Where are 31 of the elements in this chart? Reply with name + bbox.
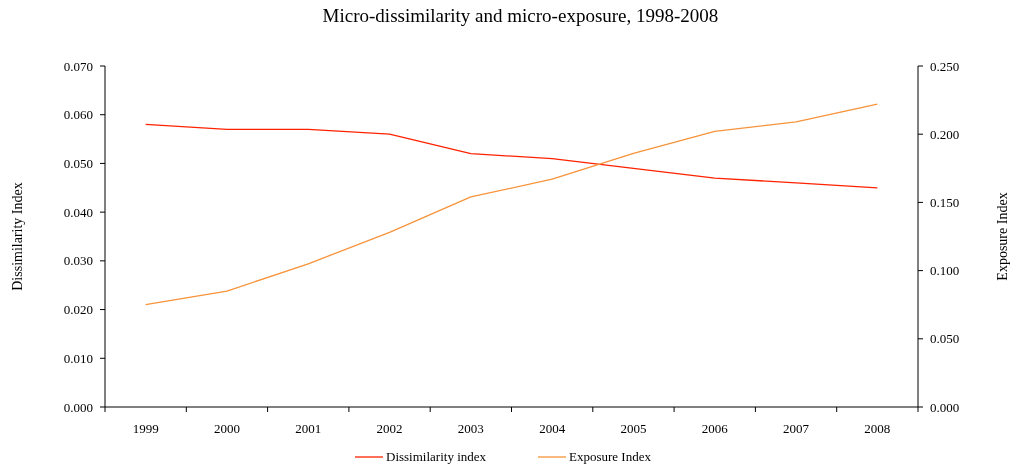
y2-tick-label: 0.150 (930, 194, 960, 210)
y2-tick-label: 0.000 (930, 399, 960, 415)
y-tick-label: 0.030 (63, 253, 93, 269)
legend-label: Dissimilarity index (386, 449, 487, 464)
x-tick-label: 2005 (620, 421, 647, 436)
y-tick-label: 0.010 (63, 350, 93, 366)
y2-tick-label: 0.100 (930, 263, 960, 279)
x-tick-label: 2001 (295, 421, 322, 436)
x-tick-label: 2000 (213, 421, 240, 436)
x-tick-label: 2003 (457, 421, 484, 436)
y2-tick-label: 0.200 (930, 126, 960, 142)
x-tick-label: 1999 (132, 421, 159, 436)
line-series (145, 123, 878, 189)
line-series (145, 103, 878, 306)
y-tick-label: 0.020 (63, 302, 93, 318)
y-tick-label: 0.060 (63, 107, 93, 123)
x-tick-label: 2006 (701, 421, 729, 436)
x-tick-label: 2007 (783, 421, 810, 436)
y2-axis-title: Exposure Index (995, 192, 1010, 281)
y-tick-label: 0.000 (63, 399, 93, 415)
x-tick-label: 2004 (539, 421, 566, 436)
x-tick-label: 2008 (864, 421, 891, 436)
y2-tick-label: 0.250 (930, 58, 960, 74)
y-tick-label: 0.040 (63, 204, 93, 220)
y-tick-label: 0.050 (63, 155, 93, 171)
y-axis-title: Dissimilarity Index (10, 182, 25, 291)
y-tick-label: 0.070 (63, 58, 93, 74)
x-tick-label: 2002 (376, 421, 403, 436)
legend-label: Exposure Index (569, 449, 652, 464)
chart-title: Micro-dissimilarity and micro-exposure, 1998-2008 (322, 5, 719, 26)
y2-tick-label: 0.050 (930, 331, 960, 347)
